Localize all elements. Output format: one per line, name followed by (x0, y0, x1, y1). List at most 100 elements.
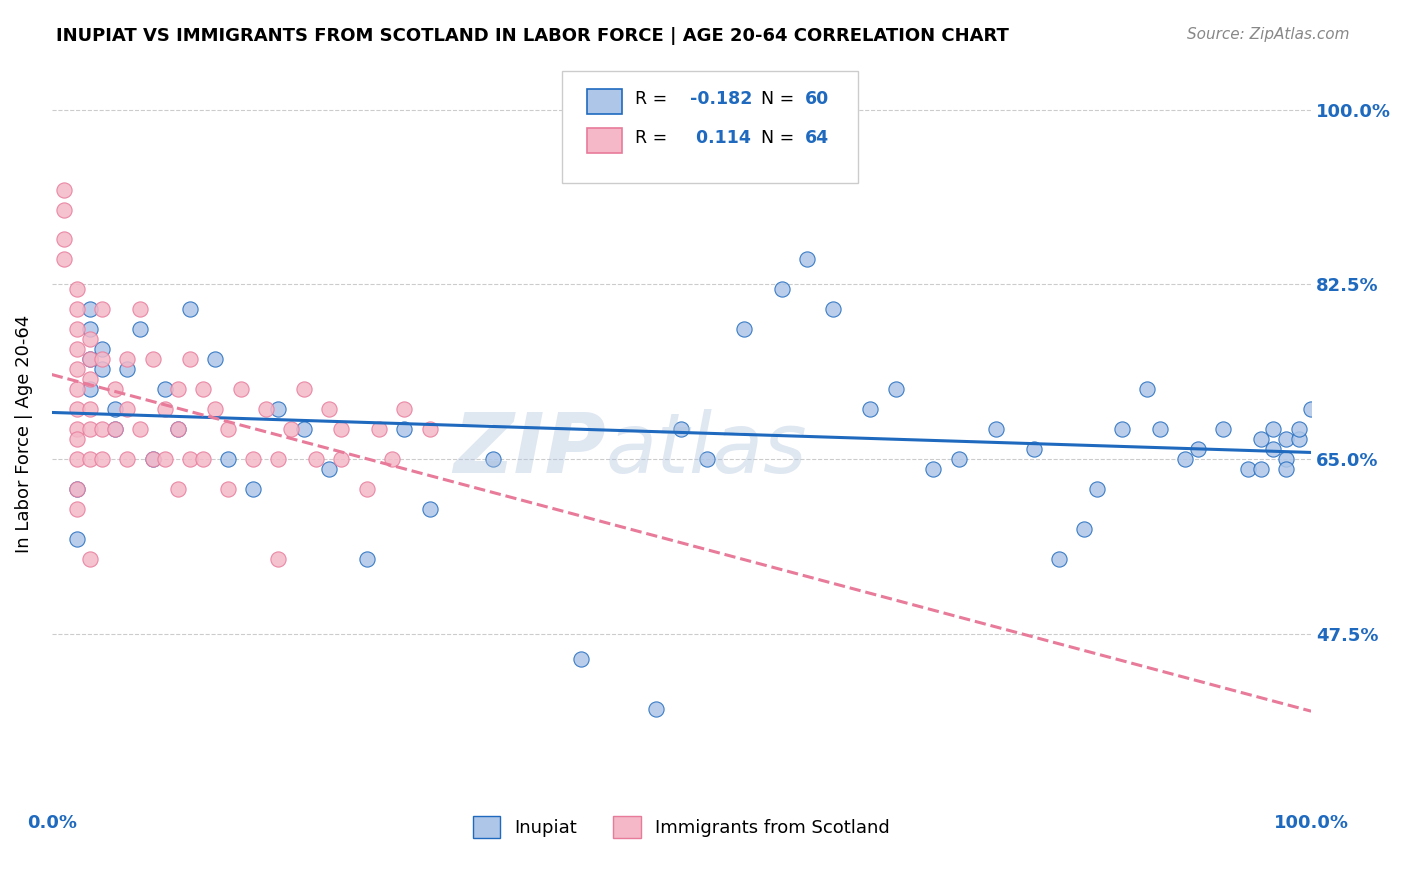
Point (66, 502, 89, 516)
Point (79, 322, 101, 336)
Point (166, 422, 188, 436)
Point (117, 352, 139, 367)
Point (79, 402, 101, 417)
Text: 64: 64 (804, 129, 830, 147)
Point (129, 302, 152, 317)
Point (66, 383, 89, 397)
Point (481, 452, 503, 467)
Point (166, 383, 188, 397)
Text: atlas: atlas (606, 409, 807, 490)
Text: N =: N = (761, 129, 800, 147)
Point (66, 343, 89, 357)
Point (179, 352, 201, 367)
Point (1085, 483, 1108, 497)
Point (217, 422, 239, 436)
Point (280, 422, 302, 436)
Point (153, 452, 176, 467)
Point (66, 302, 89, 317)
Point (948, 452, 970, 467)
Point (191, 452, 214, 467)
Point (305, 452, 328, 467)
Point (419, 422, 441, 436)
FancyBboxPatch shape (586, 128, 623, 153)
Point (1263, 442, 1285, 457)
Point (166, 422, 188, 436)
Point (292, 422, 315, 436)
Point (696, 452, 718, 467)
Point (859, 402, 882, 417)
Point (129, 322, 152, 336)
Point (117, 402, 139, 417)
Point (229, 383, 252, 397)
Point (318, 462, 340, 476)
Point (53, 202, 76, 217)
Text: R =: R = (636, 129, 672, 147)
FancyBboxPatch shape (586, 89, 623, 114)
Point (153, 383, 176, 397)
Point (166, 483, 188, 497)
Point (419, 502, 441, 516)
Point (141, 452, 163, 467)
Point (267, 402, 290, 417)
Legend: Inupiat, Immigrants from Scotland: Inupiat, Immigrants from Scotland (465, 809, 897, 845)
Point (254, 402, 277, 417)
Point (79, 383, 101, 397)
Point (153, 402, 176, 417)
Point (66, 362, 89, 376)
Point (1022, 442, 1045, 457)
Point (204, 352, 226, 367)
Text: -0.182: -0.182 (690, 90, 752, 108)
Point (1149, 422, 1171, 436)
Point (66, 452, 89, 467)
Point (1047, 552, 1070, 566)
Point (104, 402, 127, 417)
Point (796, 252, 818, 267)
Point (129, 422, 152, 436)
Point (645, 702, 668, 716)
Text: N =: N = (761, 90, 800, 108)
Point (66, 433, 89, 447)
Text: INUPIAT VS IMMIGRANTS FROM SCOTLAND IN LABOR FORCE | AGE 20-64 CORRELATION CHART: INUPIAT VS IMMIGRANTS FROM SCOTLAND IN L… (56, 27, 1010, 45)
Point (267, 452, 290, 467)
Point (394, 402, 416, 417)
Point (1288, 422, 1310, 436)
Point (66, 483, 89, 497)
Point (91, 422, 114, 436)
Text: Source: ZipAtlas.com: Source: ZipAtlas.com (1187, 27, 1350, 42)
FancyBboxPatch shape (562, 70, 858, 183)
Point (1212, 422, 1234, 436)
Point (381, 452, 404, 467)
Point (217, 483, 239, 497)
Point (79, 452, 101, 467)
Point (66, 533, 89, 547)
Point (1301, 402, 1323, 417)
Point (79, 352, 101, 367)
Point (330, 452, 353, 467)
Point (1275, 433, 1298, 447)
Point (368, 422, 391, 436)
Point (318, 402, 340, 417)
Point (394, 422, 416, 436)
Point (569, 652, 592, 666)
Point (141, 452, 163, 467)
Point (66, 483, 89, 497)
Point (733, 322, 755, 336)
Point (1237, 462, 1260, 476)
Point (1275, 462, 1298, 476)
Point (356, 483, 378, 497)
Point (117, 452, 139, 467)
Point (242, 483, 264, 497)
Point (217, 452, 239, 467)
Point (986, 422, 1008, 436)
Point (79, 302, 101, 317)
Point (141, 352, 163, 367)
Point (91, 452, 114, 467)
Point (1187, 442, 1209, 457)
Point (79, 552, 101, 566)
Point (1073, 522, 1095, 536)
Point (1250, 433, 1272, 447)
Point (91, 362, 114, 376)
Point (66, 422, 89, 436)
Point (179, 302, 201, 317)
Point (79, 352, 101, 367)
